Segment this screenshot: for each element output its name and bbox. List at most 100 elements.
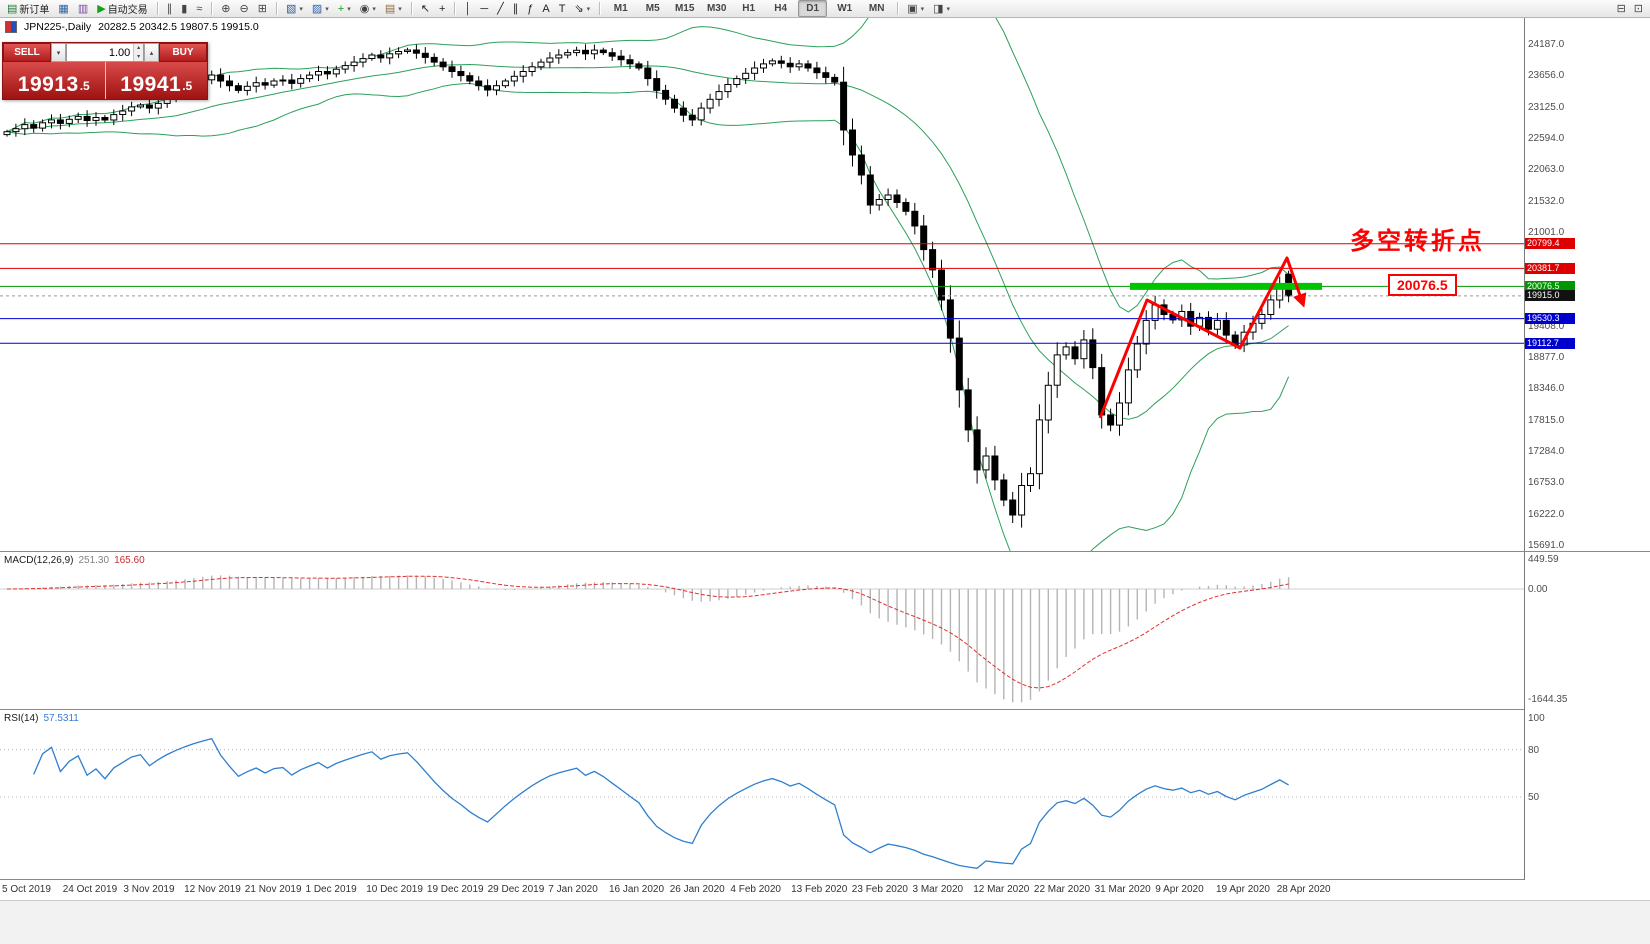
- volume-spinner[interactable]: ▴ ▾: [133, 44, 143, 61]
- price-axis-label: 18877.0: [1528, 352, 1565, 364]
- dropdown-caret-icon[interactable]: ▾: [398, 5, 402, 13]
- order-type-caret-icon[interactable]: ▾: [51, 43, 66, 62]
- date-axis-label: 26 Jan 2020: [669, 884, 725, 895]
- spinner-up-icon[interactable]: ▴: [137, 45, 141, 51]
- dropdown-caret-icon[interactable]: ▾: [586, 5, 591, 13]
- trendline-icon[interactable]: ╱: [493, 0, 508, 18]
- timeframe-w1[interactable]: W1: [837, 3, 853, 14]
- tile-windows-icon[interactable]: ⊞: [254, 0, 271, 18]
- dropdown-caret-icon[interactable]: ▾: [299, 5, 303, 13]
- sell-price[interactable]: 19913 .5: [3, 62, 105, 99]
- timeframe-m15[interactable]: M15: [674, 3, 695, 14]
- timeframe-mn[interactable]: MN: [868, 3, 885, 14]
- cursor-icon: ↖: [420, 2, 431, 15]
- date-axis-label: 16 Jan 2020: [609, 884, 665, 895]
- toolbar-separator: [211, 2, 213, 15]
- zoom-out-icon[interactable]: ⊖: [236, 0, 253, 18]
- price-callout[interactable]: 20076.5: [1388, 274, 1457, 296]
- zigzag-annotation[interactable]: [1098, 256, 1307, 419]
- horizontal-line-icon: ─: [480, 2, 489, 15]
- time-axis[interactable]: 5 Oct 2019 24 Oct 2019 3 Nov 2019 12 Nov 20…: [0, 879, 1650, 901]
- bar-chart-type-icon[interactable]: ∥: [163, 0, 177, 18]
- templates-icon[interactable]: ▤ ▾: [381, 0, 406, 18]
- dropdown-caret-icon[interactable]: ▾: [325, 5, 329, 13]
- dropdown-caret-icon[interactable]: ▾: [946, 5, 951, 13]
- zoom-out-icon: ⊖: [239, 2, 249, 15]
- buy-button[interactable]: BUY: [159, 43, 207, 62]
- sell-button[interactable]: SELL: [3, 43, 51, 62]
- autotrading-button[interactable]: ▶ 自动交易: [93, 0, 151, 18]
- macd-signal-value: 165.60: [114, 555, 145, 566]
- rsi-header: RSI(14) 57.5311: [4, 713, 79, 724]
- rsi-axis[interactable]: 100 80 50: [1524, 710, 1650, 880]
- tile-windows-icon: ⊞: [257, 2, 267, 15]
- turning-point-annotation[interactable]: 多空转折点: [1350, 228, 1485, 255]
- text-label-icon[interactable]: T: [555, 0, 570, 18]
- new-order-button[interactable]: ▤ 新订单: [3, 0, 53, 18]
- one-click-trading-panel: SELL ▾ ▴ ▾ ▴ BUY 19913 .5 19941 .5: [2, 42, 208, 100]
- price-chart[interactable]: [0, 18, 1524, 551]
- buy-price[interactable]: 19941 .5: [104, 62, 207, 99]
- rsi-chart[interactable]: [0, 710, 1524, 880]
- vertical-line-icon[interactable]: │: [460, 0, 475, 18]
- market-watch-icon[interactable]: ▥: [74, 0, 92, 18]
- date-axis-label: 12 Nov 2019: [184, 884, 241, 895]
- horizontal-level-lines[interactable]: [0, 243, 1524, 344]
- toolbar-separator: [410, 2, 412, 15]
- macd-main-value: 251.30: [78, 555, 110, 566]
- add-indicator-icon: +: [337, 2, 345, 15]
- new-chart-icon: ▧: [285, 2, 297, 15]
- price-line-label: 20076.5: [1525, 280, 1575, 292]
- arrows-icon[interactable]: ⇘ ▾: [570, 0, 594, 18]
- price-axis-label: 21532.0: [1528, 195, 1565, 207]
- indicator-list-icon[interactable]: ▣ ▾: [903, 0, 928, 18]
- date-axis-label: 10 Dec 2019: [366, 884, 423, 895]
- dropdown-caret-icon[interactable]: ▾: [920, 5, 925, 13]
- candlestick-type-icon[interactable]: ▮: [177, 0, 191, 18]
- main-chart-panel: JPN225-,Daily 20282.5 20342.5 19807.5 19…: [0, 18, 1650, 551]
- object-list-icon[interactable]: ◨ ▾: [929, 0, 954, 18]
- chart-shift-icon[interactable]: ⊟: [1613, 0, 1630, 18]
- timeframe-m5[interactable]: M5: [645, 3, 660, 14]
- dropdown-caret-icon[interactable]: ▾: [372, 5, 376, 13]
- timeframe-m30[interactable]: M30: [706, 3, 727, 14]
- period-selector-icon[interactable]: ◉ ▾: [356, 0, 380, 18]
- new-chart-icon[interactable]: ▧ ▾: [282, 0, 307, 18]
- price-axis[interactable]: 24187.0 23656.0 23125.0 22594.0 22063.0 21532…: [1524, 18, 1650, 551]
- text-label-icon: T: [558, 2, 566, 15]
- timeframe-d1[interactable]: D1: [798, 0, 828, 17]
- add-indicator-icon[interactable]: + ▾: [334, 0, 355, 18]
- profiles-icon: ▨: [311, 2, 323, 15]
- toolbar-separator: [156, 2, 158, 15]
- profiles-icon[interactable]: ▨ ▾: [308, 0, 333, 18]
- date-axis-label: 28 Apr 2020: [1276, 884, 1331, 895]
- timeframe-m1[interactable]: M1: [613, 3, 628, 14]
- timeframe-h4[interactable]: H4: [774, 3, 788, 14]
- line-chart-type-icon[interactable]: ≈: [192, 0, 206, 18]
- buy-type-caret-icon[interactable]: ▴: [144, 43, 159, 62]
- fibonacci-icon[interactable]: ƒ: [523, 0, 537, 18]
- buy-price-frac: .5: [182, 79, 193, 93]
- macd-chart[interactable]: [0, 552, 1524, 710]
- spinner-down-icon[interactable]: ▾: [137, 53, 141, 60]
- andrews-pitchfork-icon[interactable]: A: [538, 0, 553, 18]
- date-axis-label: 3 Nov 2019: [123, 884, 175, 895]
- dropdown-caret-icon[interactable]: ▾: [347, 5, 351, 13]
- cursor-icon[interactable]: ↖: [417, 0, 434, 18]
- date-axis-label: 24 Oct 2019: [62, 884, 118, 895]
- volume-input[interactable]: [67, 44, 134, 61]
- date-axis-label: 5 Oct 2019: [2, 884, 51, 895]
- timeframe-h1[interactable]: H1: [742, 3, 756, 14]
- templates-icon: ▤: [384, 2, 396, 15]
- price-axis-label: 17815.0: [1528, 414, 1565, 426]
- macd-axis[interactable]: 449.59 0.00 -1644.35: [1524, 552, 1650, 710]
- equidistant-channel-icon[interactable]: ∥: [509, 0, 523, 18]
- chart-window-icon[interactable]: ▦: [54, 0, 72, 18]
- auto-scroll-icon[interactable]: ⊡: [1630, 0, 1647, 18]
- price-axis-label: 16753.0: [1528, 477, 1565, 489]
- rsi-value: 57.5311: [43, 713, 79, 724]
- crosshair-icon[interactable]: +: [435, 0, 449, 18]
- horizontal-line-icon[interactable]: ─: [476, 0, 492, 18]
- zoom-in-icon[interactable]: ⊕: [217, 0, 234, 18]
